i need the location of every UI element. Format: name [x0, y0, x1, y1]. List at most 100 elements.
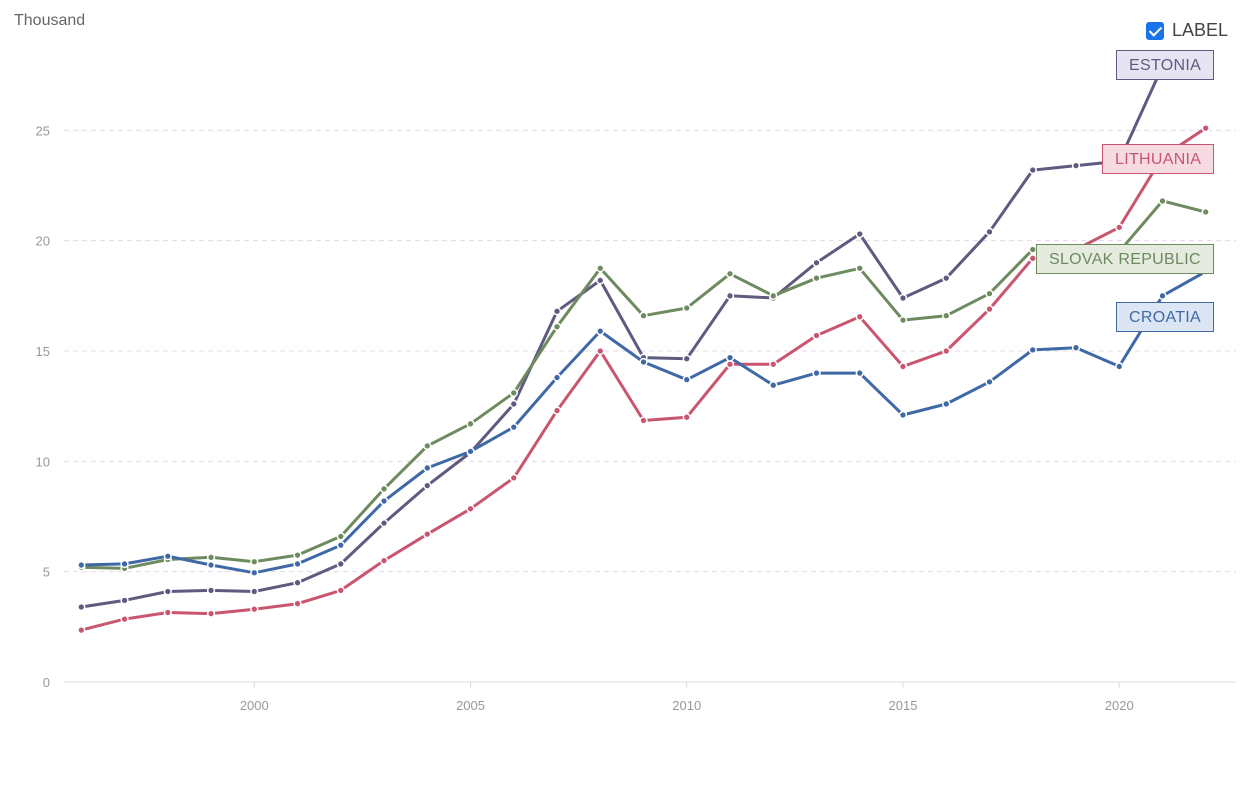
data-point-estonia[interactable]	[423, 481, 432, 490]
data-point-slovak-republic[interactable]	[898, 315, 908, 325]
data-point-slovak-republic[interactable]	[725, 269, 735, 278]
data-point-slovak-republic[interactable]	[1201, 207, 1210, 217]
checkbox-checked-icon[interactable]	[1146, 21, 1164, 40]
data-point-lithuania[interactable]	[682, 413, 691, 422]
data-point-estonia[interactable]	[682, 354, 691, 363]
data-point-slovak-republic[interactable]	[293, 550, 302, 560]
data-point-croatia[interactable]	[336, 541, 345, 550]
data-point-estonia[interactable]	[725, 291, 735, 300]
data-point-slovak-republic[interactable]	[250, 557, 259, 566]
data-point-croatia[interactable]	[812, 368, 821, 378]
data-point-croatia[interactable]	[725, 353, 735, 362]
data-point-lithuania[interactable]	[769, 360, 778, 369]
data-point-croatia[interactable]	[466, 447, 475, 456]
data-point-croatia[interactable]	[769, 381, 778, 390]
series-line-lithuania[interactable]	[79, 126, 1208, 632]
data-point-croatia[interactable]	[250, 568, 259, 577]
data-point-croatia[interactable]	[163, 552, 172, 561]
series-line-estonia[interactable]	[79, 56, 1208, 609]
data-point-slovak-republic[interactable]	[466, 419, 475, 428]
data-point-estonia[interactable]	[1071, 161, 1081, 170]
data-point-croatia[interactable]	[509, 422, 518, 432]
data-point-estonia[interactable]	[942, 274, 951, 283]
data-point-slovak-republic[interactable]	[423, 441, 432, 451]
data-point-croatia[interactable]	[423, 463, 432, 473]
data-point-slovak-republic[interactable]	[509, 388, 518, 398]
data-point-lithuania[interactable]	[942, 346, 951, 356]
data-point-slovak-republic[interactable]	[769, 291, 778, 300]
data-point-lithuania[interactable]	[206, 609, 216, 618]
data-point-croatia[interactable]	[985, 377, 994, 387]
data-point-slovak-republic[interactable]	[596, 264, 605, 273]
data-point-croatia[interactable]	[1028, 345, 1037, 355]
data-point-estonia[interactable]	[812, 258, 821, 267]
data-point-lithuania[interactable]	[1115, 223, 1124, 232]
data-point-lithuania[interactable]	[250, 605, 259, 614]
data-point-lithuania[interactable]	[293, 599, 302, 608]
data-point-slovak-republic[interactable]	[942, 311, 951, 320]
data-point-lithuania[interactable]	[423, 530, 432, 539]
label-toggle[interactable]: LABEL	[1146, 20, 1228, 41]
data-point-estonia[interactable]	[77, 602, 86, 612]
data-point-lithuania[interactable]	[120, 614, 129, 624]
data-point-lithuania[interactable]	[336, 586, 345, 595]
data-point-slovak-republic[interactable]	[855, 264, 864, 273]
data-point-croatia[interactable]	[855, 368, 864, 378]
data-point-lithuania[interactable]	[379, 556, 389, 565]
data-point-estonia[interactable]	[898, 293, 908, 303]
data-point-slovak-republic[interactable]	[639, 311, 648, 320]
data-point-estonia[interactable]	[552, 307, 562, 316]
data-point-estonia[interactable]	[163, 587, 172, 596]
data-point-slovak-republic[interactable]	[379, 484, 389, 494]
data-point-croatia[interactable]	[682, 375, 691, 384]
data-point-slovak-republic[interactable]	[552, 322, 562, 331]
data-point-croatia[interactable]	[596, 326, 605, 336]
data-point-croatia[interactable]	[206, 560, 216, 570]
data-point-slovak-republic[interactable]	[812, 274, 821, 283]
data-point-lithuania[interactable]	[985, 304, 994, 314]
data-point-estonia[interactable]	[336, 559, 345, 569]
data-point-croatia[interactable]	[1158, 291, 1167, 300]
data-point-estonia[interactable]	[293, 578, 302, 587]
data-point-croatia[interactable]	[1071, 343, 1081, 352]
data-point-estonia[interactable]	[509, 399, 518, 409]
data-point-estonia[interactable]	[1028, 165, 1037, 175]
data-point-lithuania[interactable]	[77, 625, 86, 635]
data-point-lithuania[interactable]	[163, 608, 172, 617]
y-axis-unit-label: Thousand	[14, 12, 86, 29]
series-tag-croatia: CROATIA	[1116, 301, 1215, 332]
data-point-slovak-republic[interactable]	[206, 553, 216, 562]
data-point-croatia[interactable]	[293, 559, 302, 569]
y-tick-label: 20	[36, 234, 50, 249]
data-point-estonia[interactable]	[985, 227, 994, 236]
data-point-croatia[interactable]	[898, 410, 908, 420]
data-point-estonia[interactable]	[596, 276, 605, 285]
data-point-estonia[interactable]	[855, 229, 864, 239]
data-point-lithuania[interactable]	[855, 312, 864, 321]
data-point-slovak-republic[interactable]	[336, 532, 345, 541]
data-point-lithuania[interactable]	[725, 360, 735, 369]
data-point-slovak-republic[interactable]	[682, 303, 691, 313]
data-point-lithuania[interactable]	[639, 416, 648, 425]
data-point-croatia[interactable]	[77, 560, 86, 570]
data-point-croatia[interactable]	[1115, 362, 1124, 371]
data-point-estonia[interactable]	[379, 518, 389, 528]
data-point-croatia[interactable]	[639, 357, 648, 367]
data-point-lithuania[interactable]	[812, 331, 821, 340]
y-tick-label: 5	[43, 565, 50, 580]
data-point-slovak-republic[interactable]	[1158, 196, 1167, 206]
data-point-croatia[interactable]	[379, 496, 389, 506]
data-point-estonia[interactable]	[120, 596, 129, 605]
data-point-lithuania[interactable]	[509, 473, 518, 483]
data-point-lithuania[interactable]	[552, 406, 562, 415]
data-point-croatia[interactable]	[120, 559, 129, 569]
data-point-lithuania[interactable]	[898, 362, 908, 371]
data-point-lithuania[interactable]	[596, 346, 605, 356]
data-point-croatia[interactable]	[942, 399, 951, 409]
data-point-lithuania[interactable]	[1201, 123, 1210, 133]
data-point-slovak-republic[interactable]	[985, 289, 994, 298]
data-point-estonia[interactable]	[206, 586, 216, 595]
data-point-estonia[interactable]	[250, 587, 259, 596]
data-point-croatia[interactable]	[552, 373, 562, 382]
data-point-lithuania[interactable]	[466, 504, 475, 513]
